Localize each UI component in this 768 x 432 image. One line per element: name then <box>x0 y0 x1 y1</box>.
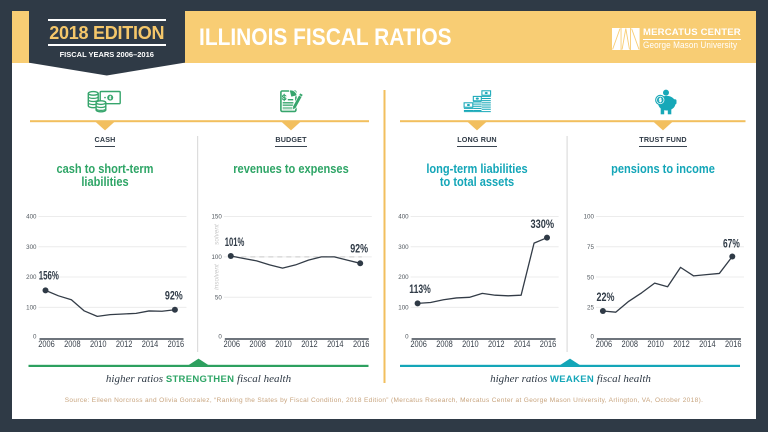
svg-text:2016: 2016 <box>168 339 185 349</box>
svg-text:330%: 330% <box>531 219 555 231</box>
svg-text:2016: 2016 <box>540 339 557 349</box>
svg-text:2016: 2016 <box>725 339 742 349</box>
svg-text:100: 100 <box>26 305 37 312</box>
svg-text:2014: 2014 <box>327 339 344 349</box>
svg-text:300: 300 <box>398 244 409 251</box>
svg-text:400: 400 <box>26 214 37 221</box>
svg-text:100: 100 <box>398 305 409 312</box>
svg-text:150: 150 <box>211 214 222 221</box>
svg-text:400: 400 <box>398 214 409 221</box>
svg-text:200: 200 <box>398 274 409 281</box>
svg-text:solvent: solvent <box>214 223 221 245</box>
svg-text:2016: 2016 <box>353 339 370 349</box>
svg-text:2008: 2008 <box>64 339 81 349</box>
svg-text:67%: 67% <box>723 239 740 251</box>
svg-text:0: 0 <box>218 334 222 341</box>
svg-text:2012: 2012 <box>301 339 318 349</box>
svg-text:2010: 2010 <box>275 339 292 349</box>
svg-text:2006: 2006 <box>224 339 241 349</box>
svg-text:50: 50 <box>587 274 594 281</box>
svg-text:2014: 2014 <box>699 339 716 349</box>
svg-text:300: 300 <box>26 244 37 251</box>
svg-text:156%: 156% <box>39 271 59 283</box>
svg-text:2014: 2014 <box>142 339 159 349</box>
svg-text:2008: 2008 <box>249 339 266 349</box>
svg-text:2012: 2012 <box>488 339 505 349</box>
svg-text:100: 100 <box>584 214 595 221</box>
svg-text:2006: 2006 <box>38 339 55 349</box>
svg-text:92%: 92% <box>165 291 183 303</box>
svg-text:0: 0 <box>33 334 37 341</box>
svg-text:200: 200 <box>26 274 37 281</box>
svg-text:2010: 2010 <box>647 339 664 349</box>
svg-text:2006: 2006 <box>596 339 613 349</box>
svg-text:2010: 2010 <box>462 339 479 349</box>
svg-text:101%: 101% <box>225 237 245 249</box>
svg-text:2014: 2014 <box>514 339 531 349</box>
svg-text:75: 75 <box>587 244 594 251</box>
svg-text:2008: 2008 <box>436 339 453 349</box>
svg-text:113%: 113% <box>409 284 431 296</box>
svg-text:insolvent: insolvent <box>214 263 221 290</box>
svg-text:2012: 2012 <box>673 339 690 349</box>
svg-text:0: 0 <box>590 334 594 341</box>
svg-text:2008: 2008 <box>622 339 639 349</box>
svg-text:2006: 2006 <box>410 339 427 349</box>
svg-text:100: 100 <box>211 254 222 261</box>
svg-text:25: 25 <box>587 305 594 312</box>
svg-text:2012: 2012 <box>116 339 133 349</box>
svg-text:2010: 2010 <box>90 339 107 349</box>
svg-text:22%: 22% <box>597 292 615 304</box>
svg-text:92%: 92% <box>350 244 368 256</box>
svg-text:50: 50 <box>215 294 222 301</box>
svg-text:0: 0 <box>405 334 409 341</box>
